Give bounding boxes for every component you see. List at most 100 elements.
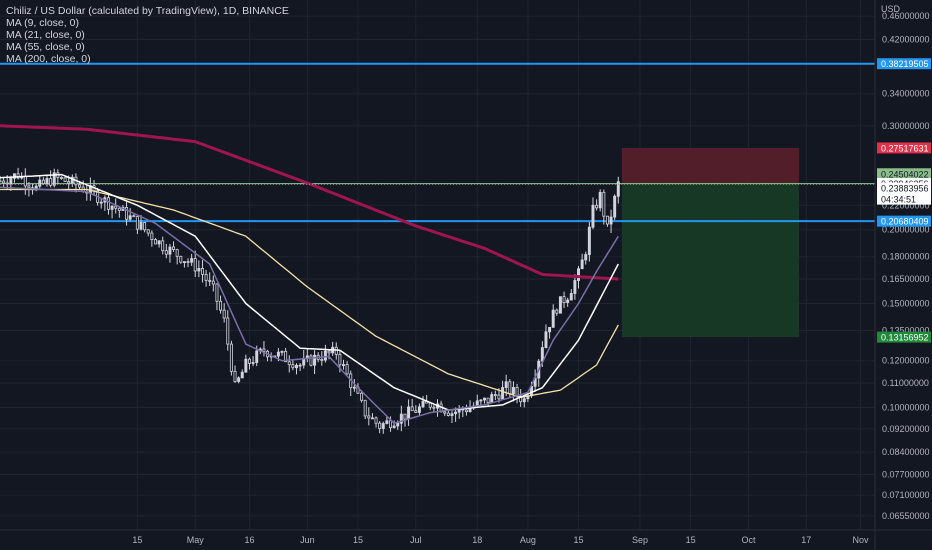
candle-body [106,197,110,210]
y-tick-label: 0.30000000 [882,121,930,131]
entry-tag: 0.24504022 [881,169,929,179]
candle-body [577,268,580,281]
candle-body [352,386,356,389]
candle-body [251,362,255,364]
horizontal-levels[interactable] [0,62,875,223]
candle-body [345,364,349,375]
y-tick-label: 0.34000000 [882,89,930,99]
ma9-line [0,186,619,425]
candle-body [12,173,16,179]
candle-body [164,250,168,255]
candle-body [255,350,259,363]
candle-body [443,411,447,414]
target-tag-bg [877,331,931,343]
last-price-tag-countdown: 04:34:51 [881,195,916,205]
candle-body [558,296,562,314]
candle-body [99,201,103,204]
candle-body [16,173,20,179]
candle-body [172,246,176,250]
candle-body [200,268,204,275]
candle-body [360,392,364,401]
candle-body [323,350,327,361]
candle-body [237,377,241,382]
candle-body [497,394,501,400]
candle-body [392,425,396,429]
candle-body [67,181,71,184]
y-tick-label: 0.11000000 [882,378,929,388]
candle-body [157,240,161,245]
candle-body [135,216,139,230]
last-price-tag-bg [877,182,931,205]
candle-body [197,268,201,272]
candle-body [540,347,544,362]
candle-body [309,355,313,366]
candle-body [132,215,136,218]
x-tick-label: 15 [686,535,696,545]
candle-body [63,177,67,182]
candle-body [403,413,407,420]
y-tick-label: 0.06550000 [882,511,930,521]
x-tick-label: 15 [353,535,363,545]
candle-body [566,299,570,303]
candle-body [38,179,42,187]
x-tick-label: Aug [520,535,536,545]
ma21-line [0,173,619,411]
candle-body [128,215,132,220]
candle-body [446,412,450,416]
candle-body [41,179,45,184]
x-tick-label: 16 [244,535,254,545]
candle-body [613,195,617,218]
candle-body [417,406,421,413]
candle-body [276,351,280,357]
candle-body [153,239,157,245]
candle-body [370,417,374,420]
candle-body [483,397,486,401]
candle-body [49,178,53,186]
candle-body [584,254,588,261]
candle-body [616,181,620,197]
candle-body [479,399,483,402]
entry-tag-bg [877,168,931,180]
candle-body [280,350,284,353]
candle-body [334,346,338,355]
candle-body [544,331,548,348]
candle-body [211,280,215,285]
candle-body [229,343,233,372]
candle-body [385,420,389,424]
price-axis[interactable]: 0.46000000 0.42000000 0.34000000 0.30000000… [882,11,930,521]
y-tick-label: 0.13500000 [882,326,930,336]
y-tick-label: 0.18000000 [882,252,930,262]
candle-body [508,381,512,395]
price-tags: 0.382195050.275176310.245040220.23946356… [877,58,931,343]
position-zones [621,147,800,338]
candle-body [208,279,212,282]
candle-body [0,180,2,183]
y-tick-label: 0.08400000 [882,447,930,457]
candle-body [555,309,559,314]
take-profit-zone [621,183,800,338]
y-tick-label: 0.12000000 [882,356,930,366]
y-tick-label: 0.10000000 [882,402,930,412]
candle-body [363,399,367,417]
candle-body [569,293,573,301]
x-tick-label: 17 [801,535,811,545]
candle-body [327,350,331,354]
candle-body [284,350,288,363]
time-axis[interactable]: 15 May 16 Jun 15 Jul 18 Aug 15 Sep 15 Oct 17 Nov [132,535,869,545]
candle-body [342,364,345,366]
candle-body [421,400,425,408]
candle-body [186,261,190,264]
x-tick-label: 15 [574,535,584,545]
candle-body [378,422,382,429]
candle-body [291,364,295,369]
candle-body [605,215,609,225]
candle-body [146,229,150,234]
candle-body [190,258,194,263]
candle-body [110,205,114,210]
candle-body [298,364,302,367]
y-tick-label: 0.16500000 [882,274,930,284]
candle-body [9,177,13,185]
candle-body [522,398,526,403]
candle-body [374,417,378,424]
